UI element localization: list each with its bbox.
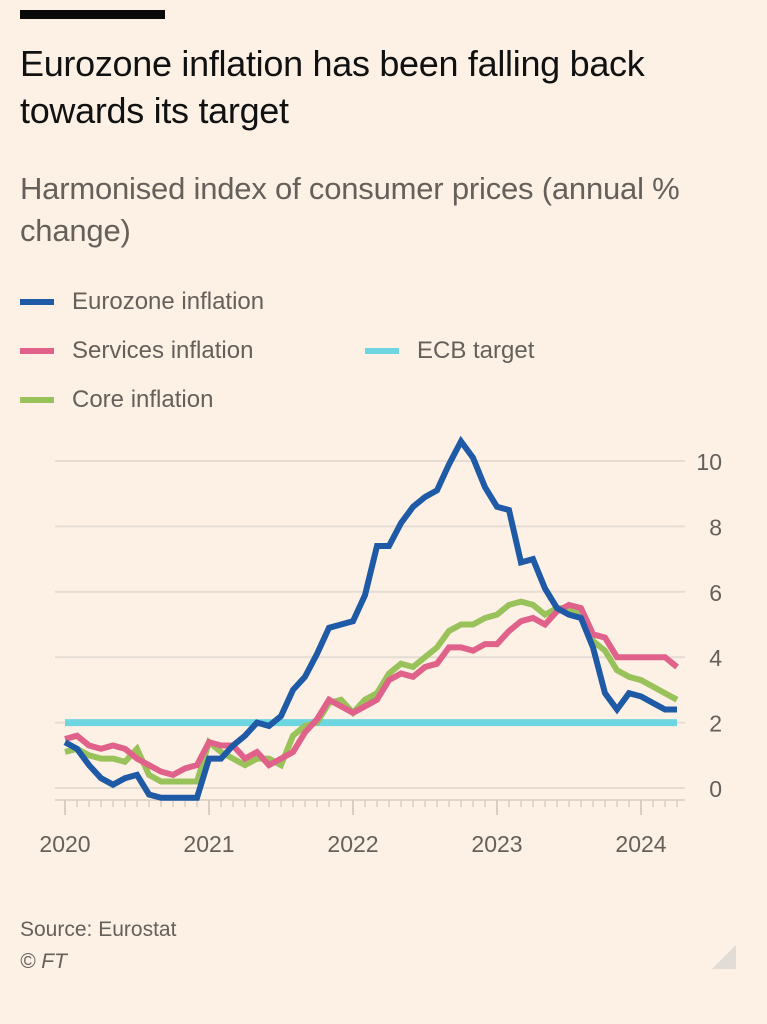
y-tick-label: 0	[709, 776, 722, 802]
axis-labels: 0 2 4 6 8 10 2020 2021 2022 2023 2024	[39, 449, 722, 857]
series-line-eurozone-inflation	[63, 435, 677, 801]
y-tick-label: 10	[696, 449, 722, 475]
legend-label-eurozone: Eurozone inflation	[72, 288, 265, 315]
legend-label-core: Core inflation	[72, 386, 214, 413]
chart-title: Eurozone inflation has been falling back…	[20, 43, 645, 131]
series-line-core-inflation	[64, 598, 679, 785]
legend-label-ecb-target: ECB target	[417, 337, 535, 364]
y-tick-label: 4	[709, 645, 722, 671]
corner-mark-icon	[712, 945, 736, 969]
legend-item-services: Services inflation	[20, 337, 253, 365]
x-axis-ticks	[55, 799, 685, 815]
legend-swatch-eurozone	[20, 299, 54, 305]
legend-item-ecb-target: ECB target	[365, 337, 534, 365]
legend-item-core: Core inflation	[20, 386, 213, 414]
y-tick-label: 6	[709, 580, 722, 606]
legend-item-eurozone: Eurozone inflation	[20, 288, 264, 316]
legend-swatch-services	[20, 348, 54, 354]
legend-label-services: Services inflation	[72, 337, 254, 364]
x-tick-label: 2023	[471, 831, 522, 857]
chart-subtitle: Harmonised index of consumer prices (ann…	[20, 171, 680, 248]
series-line-services-inflation	[64, 601, 679, 779]
source-note: Source: Eurostat	[20, 918, 177, 941]
x-tick-label: 2020	[39, 831, 90, 857]
y-tick-label: 2	[709, 711, 722, 737]
series-lines	[63, 435, 679, 801]
legend-swatch-ecb-target	[365, 348, 399, 354]
legend-swatch-core	[20, 397, 54, 403]
x-tick-label: 2022	[327, 831, 378, 857]
x-tick-label: 2021	[183, 831, 234, 857]
x-tick-label: 2024	[615, 831, 666, 857]
y-tick-label: 8	[709, 514, 722, 540]
copyright-note: © FT	[20, 950, 67, 973]
brand-bar	[20, 10, 165, 19]
